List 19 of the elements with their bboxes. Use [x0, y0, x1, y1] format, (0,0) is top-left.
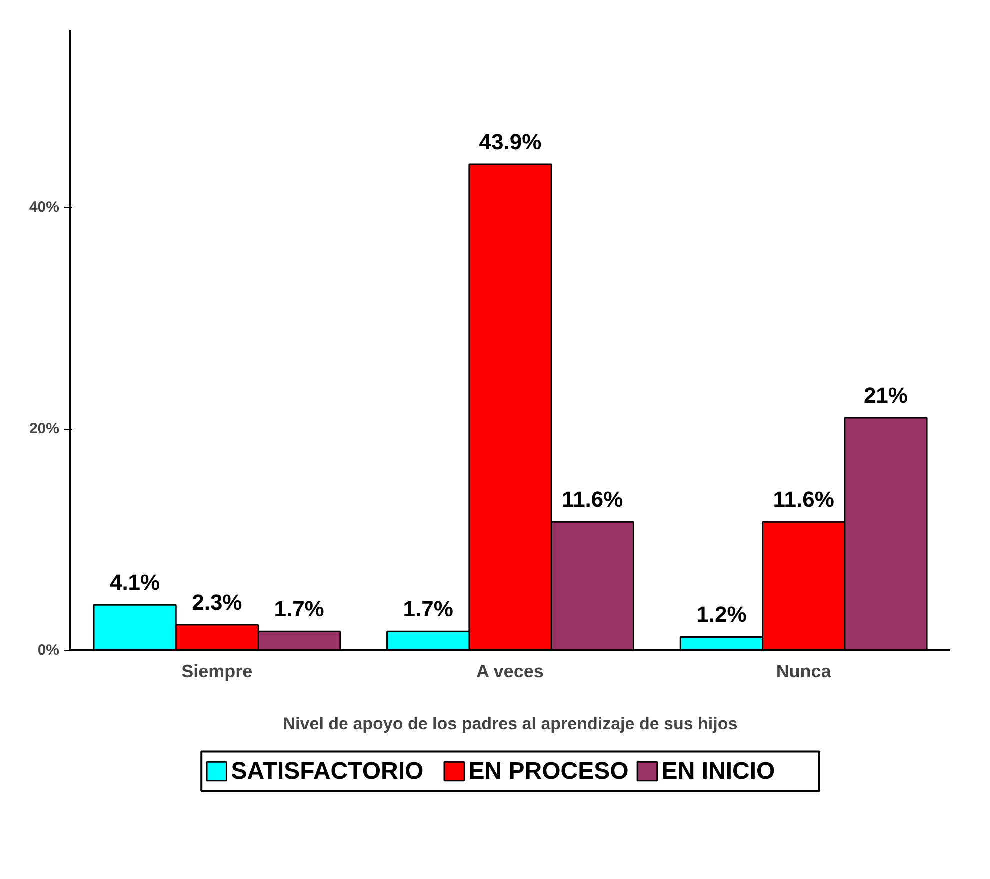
- data-label: 2.3%: [192, 590, 242, 616]
- legend-label: EN INICIO: [662, 758, 776, 785]
- y-tick-label: 40%: [29, 199, 60, 216]
- data-label: 4.1%: [110, 570, 160, 596]
- data-label: 1.7%: [403, 596, 454, 622]
- x-tick-label: Nunca: [776, 662, 832, 682]
- x-tick-label: Siempre: [182, 662, 253, 682]
- x-tick-label: A veces: [476, 662, 544, 682]
- data-label: 1.2%: [696, 602, 747, 628]
- y-tick-label: 0%: [38, 642, 60, 659]
- legend-label: EN PROCESO: [468, 758, 629, 785]
- data-label: 21%: [864, 383, 908, 408]
- data-label: 11.6%: [562, 487, 624, 512]
- data-label: 11.6%: [773, 487, 834, 512]
- data-label: 1.7%: [274, 596, 324, 622]
- y-tick-label: 20%: [29, 420, 60, 438]
- x-axis-title: Nivel de apoyo de los padres al aprendizaje de sus hijos: [283, 714, 738, 734]
- data-label: 43.9%: [479, 129, 542, 154]
- legend-label: SATISFACTORIO: [231, 758, 424, 785]
